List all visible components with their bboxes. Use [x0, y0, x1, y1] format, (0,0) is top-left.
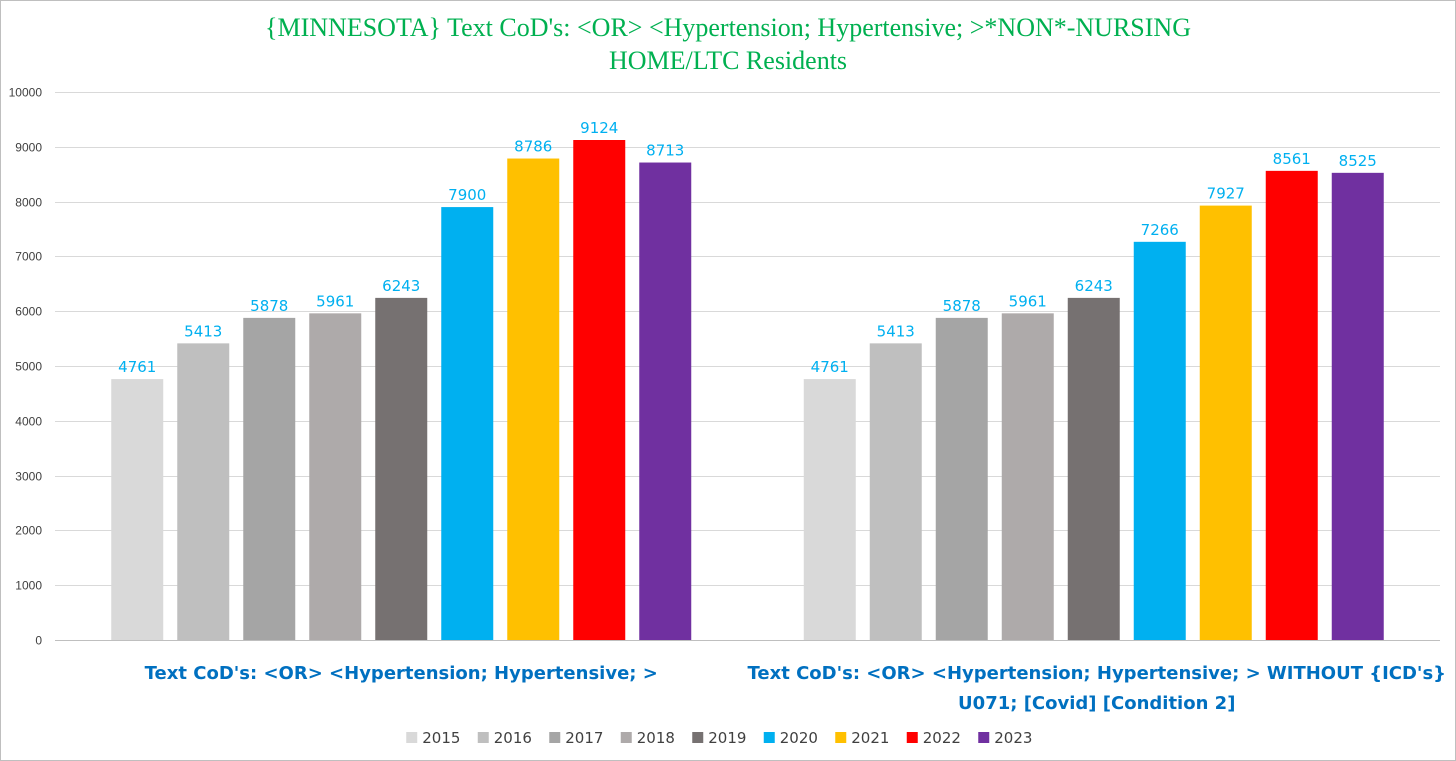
y-tick-label: 5000: [15, 360, 42, 374]
legend-swatch: [978, 732, 990, 743]
y-tick-label: 9000: [15, 141, 42, 155]
data-label: 6243: [382, 277, 420, 295]
bar-2017-cat2: [935, 317, 988, 640]
y-tick-label: 1000: [15, 579, 42, 593]
bar-2019-cat1: [375, 297, 428, 640]
chart-title-line-1: {MINNESOTA} Text CoD's: <OR> <Hypertensi…: [265, 13, 1191, 42]
data-label: 5878: [250, 297, 288, 315]
y-tick-label: 2000: [15, 524, 42, 538]
y-tick-label: 3000: [15, 470, 42, 484]
legend-item-2016: 2016: [477, 729, 532, 747]
bar-2019-cat2: [1067, 297, 1120, 640]
category-label: Text CoD's: <OR> <Hypertension; Hyperten…: [748, 663, 1446, 684]
legend-item-2022: 2022: [906, 729, 961, 747]
chart-title-line-2: HOME/LTC Residents: [609, 46, 847, 75]
data-label: 5961: [1009, 292, 1047, 310]
legend-swatch: [477, 732, 489, 743]
legend-label: 2021: [851, 729, 889, 747]
data-label: 7900: [448, 186, 486, 204]
legend-label: 2019: [708, 729, 746, 747]
data-label: 8561: [1273, 150, 1311, 168]
bar-2021-cat2: [1199, 205, 1252, 640]
y-tick-label: 0: [35, 634, 42, 648]
bar-2015-cat2: [803, 379, 856, 640]
legend-item-2017: 2017: [549, 729, 603, 747]
legend-swatch: [406, 732, 418, 743]
legend-item-2023: 2023: [978, 729, 1032, 747]
y-axis-ticks: 0 1000 2000 3000 4000 5000 6000 7000 8000 9000 100…: [9, 86, 43, 648]
y-tick-label: 8000: [15, 196, 42, 210]
legend-item-2018: 2018: [620, 729, 675, 747]
bar-2016-cat2: [869, 343, 922, 640]
y-tick-label: 4000: [15, 415, 42, 429]
data-labels: 4761 5413 5878 5961 6243 7900 8786 9124 8713 4761…: [118, 119, 1377, 376]
legend: 2015 2016 2017 2018 2019 2020 2021 2022 2023: [406, 729, 1032, 747]
legend-swatch: [549, 732, 561, 743]
category-label: U071; [Covid] [Condition 2]: [958, 693, 1235, 714]
legend-item-2020: 2020: [763, 729, 818, 747]
bar-2020-cat1: [441, 207, 494, 640]
legend-swatch: [906, 732, 918, 743]
data-label: 8525: [1339, 152, 1377, 170]
bar-2021-cat1: [507, 158, 560, 640]
bar-2023-cat1: [639, 162, 692, 641]
data-label: 4761: [118, 358, 156, 376]
bar-2022-cat1: [573, 140, 626, 640]
bar-2020-cat2: [1133, 241, 1186, 641]
data-label: 5413: [877, 322, 915, 340]
category-labels: Text CoD's: <OR> <Hypertension; Hyperten…: [145, 663, 1446, 714]
bar-2023-cat2: [1331, 172, 1384, 640]
data-label: 5413: [184, 322, 222, 340]
bar-2017-cat1: [243, 317, 296, 640]
legend-swatch: [620, 732, 632, 743]
legend-swatch: [692, 732, 704, 743]
legend-label: 2022: [923, 729, 961, 747]
data-label: 7927: [1207, 185, 1245, 203]
data-label: 4761: [811, 358, 849, 376]
legend-swatch: [763, 732, 775, 743]
legend-label: 2018: [637, 729, 675, 747]
data-label: 5961: [316, 292, 354, 310]
legend-label: 2017: [565, 729, 603, 747]
legend-label: 2016: [494, 729, 532, 747]
legend-label: 2015: [422, 729, 460, 747]
bars: [111, 140, 1384, 641]
chart-title: {MINNESOTA} Text CoD's: <OR> <Hypertensi…: [265, 13, 1191, 75]
legend-swatch: [835, 732, 847, 743]
legend-item-2015: 2015: [406, 729, 460, 747]
data-label: 8786: [514, 138, 552, 156]
legend-label: 2023: [994, 729, 1032, 747]
y-tick-label: 10000: [9, 86, 43, 100]
bar-2022-cat2: [1265, 170, 1318, 641]
bar-2015-cat1: [111, 379, 164, 640]
data-label: 6243: [1075, 277, 1113, 295]
data-label: 8713: [646, 142, 684, 160]
legend-item-2021: 2021: [835, 729, 889, 747]
y-tick-label: 7000: [15, 250, 42, 264]
bar-2018-cat2: [1001, 313, 1054, 640]
y-tick-label: 6000: [15, 305, 42, 319]
data-label: 9124: [580, 119, 618, 137]
bar-2018-cat1: [309, 313, 362, 640]
data-label: 5878: [943, 297, 981, 315]
data-label: 7266: [1141, 221, 1179, 239]
bar-2016-cat1: [177, 343, 230, 640]
legend-item-2019: 2019: [692, 729, 746, 747]
legend-label: 2020: [780, 729, 818, 747]
category-label: Text CoD's: <OR> <Hypertension; Hyperten…: [145, 663, 658, 684]
